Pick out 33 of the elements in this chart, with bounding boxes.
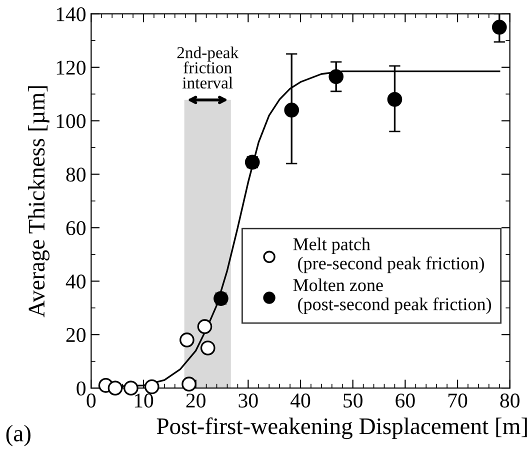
x-tick-label: 0 bbox=[86, 394, 96, 408]
point bbox=[197, 319, 212, 334]
x-tick-label: 50 bbox=[344, 394, 362, 408]
y-tick-label: 80 bbox=[66, 168, 86, 182]
point bbox=[180, 332, 194, 348]
band-label: 2nd-peak friction interval bbox=[177, 46, 239, 89]
text: (a) bbox=[6, 424, 30, 446]
x-tick-label: 60 bbox=[396, 394, 415, 408]
legend-label: Melt patch (pre-second peak friction) bbox=[293, 238, 484, 274]
y-axis-title: Average Thickness [µm] bbox=[28, 86, 50, 318]
x-tick-label: 70 bbox=[448, 394, 468, 408]
point bbox=[108, 380, 123, 396]
y-tick-label: 120 bbox=[56, 60, 86, 75]
point bbox=[328, 69, 344, 84]
y-tick-label: 100 bbox=[56, 114, 86, 128]
y-tick-label: 140 bbox=[56, 7, 86, 22]
x-tick-label: 30 bbox=[238, 394, 258, 408]
x-tick-label: 80 bbox=[500, 394, 520, 408]
x-tick-label: 10 bbox=[134, 394, 154, 408]
legend-label: Molten zone (post-second peak friction) bbox=[293, 278, 492, 314]
y-tick-label: 40 bbox=[66, 274, 86, 289]
point bbox=[387, 92, 402, 107]
x-axis-title: Post-first-weakening Displacement [m] bbox=[156, 417, 527, 440]
point bbox=[182, 376, 196, 392]
x-tick-label: 40 bbox=[290, 394, 310, 408]
y-tick-label: 60 bbox=[66, 221, 86, 236]
point bbox=[200, 340, 216, 356]
point bbox=[492, 20, 507, 35]
x-tick-label: 20 bbox=[186, 394, 206, 408]
y-tick-label: 0 bbox=[76, 381, 86, 396]
y-tick-label: 20 bbox=[66, 328, 86, 342]
point bbox=[284, 102, 300, 118]
point bbox=[144, 379, 160, 394]
